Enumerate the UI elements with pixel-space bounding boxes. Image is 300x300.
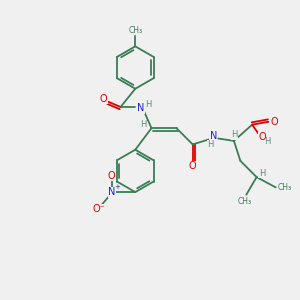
Text: O⁻: O⁻ [93, 204, 105, 214]
Text: O: O [108, 171, 116, 181]
Text: H: H [231, 130, 238, 140]
Text: H: H [140, 120, 146, 129]
Text: +: + [114, 184, 120, 190]
Text: H: H [145, 100, 152, 109]
Text: H: H [259, 169, 265, 178]
Text: O: O [258, 132, 266, 142]
Text: CH₃: CH₃ [128, 26, 142, 35]
Text: CH₃: CH₃ [238, 197, 252, 206]
Text: N: N [137, 103, 144, 113]
Text: H: H [264, 137, 270, 146]
Text: H: H [207, 140, 214, 149]
Text: O: O [270, 117, 278, 127]
Text: O: O [189, 161, 196, 172]
Text: N: N [108, 187, 116, 197]
Text: CH₃: CH₃ [278, 183, 292, 192]
Text: O: O [100, 94, 108, 104]
Text: N: N [210, 131, 217, 141]
